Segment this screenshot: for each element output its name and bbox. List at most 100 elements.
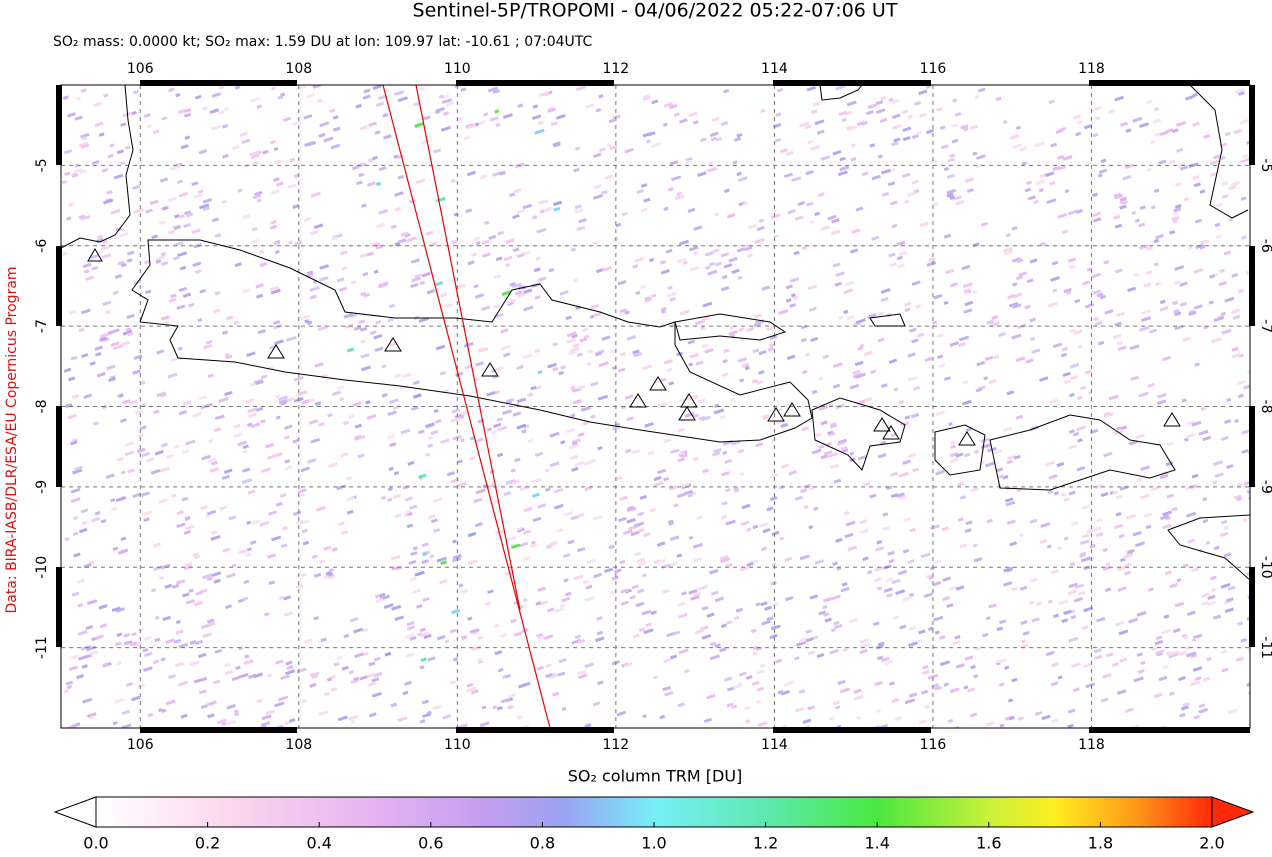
so2-pixel <box>1105 562 1111 567</box>
so2-pixel <box>579 337 588 343</box>
so2-pixel <box>886 592 894 598</box>
so2-pixel <box>1140 493 1150 500</box>
so2-pixel <box>330 686 338 692</box>
so2-pixel <box>1154 649 1165 655</box>
so2-pixel <box>1063 379 1071 385</box>
so2-pixel <box>1085 682 1096 689</box>
so2-pixel <box>323 136 334 143</box>
so2-pixel <box>832 149 842 156</box>
so2-pixel <box>200 704 208 710</box>
so2-pixel <box>890 493 899 499</box>
so2-pixel <box>463 341 474 348</box>
so2-pixel <box>780 690 790 696</box>
so2-pixel <box>1108 394 1119 401</box>
so2-pixel <box>1241 448 1249 454</box>
so2-pixel <box>779 536 785 541</box>
so2-pixel <box>679 309 690 316</box>
so2-pixel <box>898 399 904 405</box>
so2-pixel <box>387 497 393 502</box>
so2-pixel <box>1040 522 1051 528</box>
so2-pixel <box>1220 519 1228 525</box>
so2-pixel <box>677 601 686 607</box>
so2-pixel <box>804 352 810 357</box>
so2-pixel <box>313 572 322 578</box>
so2-pixel <box>1172 211 1178 216</box>
so2-pixel <box>1234 418 1240 424</box>
colorbar-label: SO₂ column TRM [DU] <box>568 767 743 786</box>
so2-pixel <box>106 190 113 195</box>
so2-pixel <box>1053 613 1060 619</box>
so2-pixel <box>1027 195 1036 201</box>
so2-pixel <box>766 506 774 512</box>
so2-pixel <box>326 677 333 682</box>
so2-pixel <box>359 674 369 681</box>
so2-pixel <box>1067 723 1074 728</box>
so2-pixel <box>208 700 217 706</box>
so2-pixel <box>985 616 991 621</box>
so2-pixel <box>73 515 79 521</box>
so2-pixel <box>124 450 135 457</box>
so2-pixel <box>393 471 400 476</box>
so2-pixel <box>206 576 213 582</box>
so2-pixel <box>545 672 553 678</box>
so2-pixel <box>534 348 541 354</box>
so2-pixel <box>1062 155 1073 161</box>
so2-pixel <box>785 595 794 602</box>
so2-pixel <box>1019 146 1028 152</box>
so2-pixel <box>1103 259 1110 265</box>
so2-pixel <box>331 390 342 397</box>
so2-pixel <box>1094 116 1101 121</box>
so2-pixel <box>357 453 365 459</box>
so2-pixel <box>1069 392 1075 398</box>
so2-pixel <box>949 195 956 200</box>
so2-pixel <box>571 466 579 472</box>
so2-pixel <box>711 451 721 457</box>
so2-pixel <box>973 673 979 679</box>
so2-pixel <box>584 723 592 728</box>
so2-pixel <box>333 662 340 667</box>
so2-pixel <box>1097 340 1105 346</box>
so2-pixel <box>807 650 816 656</box>
so2-pixel <box>168 87 175 93</box>
so2-pixel <box>225 572 236 579</box>
so2-pixel <box>475 361 485 367</box>
so2-pixel <box>934 559 942 564</box>
so2-pixel <box>602 265 613 272</box>
so2-pixel <box>667 519 674 524</box>
so2-pixel <box>70 497 81 504</box>
so2-pixel <box>1068 636 1079 643</box>
so2-pixel <box>1050 681 1059 687</box>
colorbar-tick-label: 1.2 <box>753 834 778 853</box>
so2-pixel <box>284 720 290 726</box>
colorbar-tick-label: 1.4 <box>864 834 889 853</box>
so2-pixel <box>381 393 388 398</box>
so2-pixel <box>497 425 507 432</box>
so2-pixel <box>409 636 417 641</box>
so2-pixel <box>1076 395 1083 401</box>
so2-pixel <box>1190 567 1200 573</box>
so2-pixel <box>1192 93 1198 98</box>
so2-pixel <box>859 343 865 348</box>
so2-pixel <box>865 110 874 116</box>
so2-pixel <box>180 713 188 719</box>
so2-pixel <box>419 665 425 670</box>
so2-pixel <box>969 124 979 130</box>
so2-pixel <box>74 115 83 121</box>
so2-pixel <box>225 354 233 360</box>
so2-pixel <box>805 629 812 634</box>
so2-pixel <box>932 201 939 207</box>
so2-pixel <box>374 594 380 599</box>
so2-pixel <box>667 285 673 290</box>
so2-pixel <box>697 171 707 177</box>
so2-pixel <box>189 660 200 667</box>
so2-pixel <box>1241 235 1247 240</box>
so2-pixel <box>211 530 218 535</box>
so2-pixel <box>122 329 133 336</box>
swath-edge <box>415 84 521 611</box>
so2-pixel <box>1161 523 1172 530</box>
so2-pixel <box>1060 492 1066 497</box>
so2-pixel <box>532 492 540 498</box>
so2-pixel <box>535 601 542 606</box>
so2-pixel <box>404 496 413 502</box>
so2-pixel <box>1030 577 1038 583</box>
